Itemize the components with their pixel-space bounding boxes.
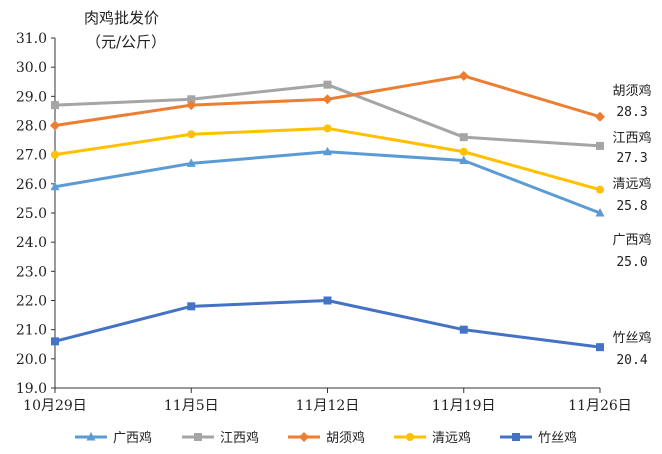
x-tick-label: 11月19日 xyxy=(432,398,496,414)
data-point xyxy=(50,120,60,131)
end-label-name: 广西鸡 xyxy=(612,232,651,248)
data-point xyxy=(459,155,469,164)
y-tick-label: 31.0 xyxy=(16,31,47,47)
end-labels: 广西鸡 25.0 江西鸡 27.3 胡须鸡 28.3 清远鸡 25.8 竹丝鸡 20.4 xyxy=(612,83,651,368)
y-axis-title-line1: 肉鸡批发价 xyxy=(84,9,159,27)
end-label-value: 20.4 xyxy=(616,353,647,368)
legend-label: 江西鸡 xyxy=(220,430,259,446)
series-胡须鸡 xyxy=(50,70,605,131)
legend-item: 胡须鸡 xyxy=(288,430,365,446)
data-point xyxy=(595,111,605,122)
end-label-name: 胡须鸡 xyxy=(612,83,651,99)
end-label-value: 27.3 xyxy=(616,151,647,166)
x-tick-label: 11月5日 xyxy=(164,398,219,414)
x-tick-label: 11月12日 xyxy=(296,398,360,414)
y-tick-label: 26.0 xyxy=(16,177,47,193)
data-point xyxy=(596,185,604,194)
end-label-value: 25.0 xyxy=(616,255,647,270)
legend: 广西鸡 江西鸡 胡须鸡 清远鸡 竹丝鸡 xyxy=(75,430,577,446)
data-point xyxy=(51,337,59,346)
legend-label: 竹丝鸡 xyxy=(538,430,577,446)
series-清远鸡 xyxy=(51,124,604,194)
series-广西鸡 xyxy=(50,146,605,217)
series-line xyxy=(54,150,601,215)
y-tick-label: 25.0 xyxy=(16,206,47,222)
legend-item: 江西鸡 xyxy=(182,430,259,446)
series-layer xyxy=(50,70,605,352)
y-tick-label: 28.0 xyxy=(16,119,47,135)
data-point xyxy=(186,100,197,111)
data-point xyxy=(187,130,196,139)
data-point xyxy=(323,296,332,305)
series-竹丝鸡 xyxy=(51,296,604,352)
data-point xyxy=(50,181,60,191)
end-label-value: 28.3 xyxy=(616,105,647,120)
data-point xyxy=(187,95,196,104)
series-line xyxy=(54,299,601,349)
data-point xyxy=(512,433,520,441)
end-label-value: 25.8 xyxy=(616,199,647,214)
y-tick-label: 20.0 xyxy=(16,352,47,368)
data-point xyxy=(51,101,59,110)
x-tick-label: 11月26日 xyxy=(568,398,632,414)
data-point xyxy=(322,94,333,105)
data-point xyxy=(86,432,96,441)
series-江西鸡 xyxy=(51,80,604,150)
y-tick-label: 23.0 xyxy=(16,264,47,280)
y-tick-label: 19.0 xyxy=(16,381,47,397)
axes: 19.0 20.0 21.0 22.0 23.0 24.0 25.0 26.0 27.0 28.0… xyxy=(16,31,632,414)
y-tick-label: 29.0 xyxy=(16,89,47,105)
legend-item: 竹丝鸡 xyxy=(500,430,577,446)
x-tick-label: 10月29日 xyxy=(23,398,87,414)
y-tick-label: 21.0 xyxy=(16,323,47,339)
data-point xyxy=(323,146,332,156)
end-label-name: 江西鸡 xyxy=(612,130,651,146)
y-tick-label: 27.0 xyxy=(16,148,47,164)
y-axis-title: 肉鸡批发价 （元/公斤） xyxy=(84,9,166,51)
data-point xyxy=(186,158,196,167)
legend-item: 清远鸡 xyxy=(394,430,471,446)
data-point xyxy=(323,80,332,89)
data-point xyxy=(299,432,309,442)
end-label-name: 竹丝鸡 xyxy=(612,330,651,346)
end-label-name: 清远鸡 xyxy=(612,176,651,192)
data-point xyxy=(458,70,469,81)
data-point xyxy=(595,208,605,217)
data-point xyxy=(187,302,196,311)
legend-label: 广西鸡 xyxy=(113,430,152,446)
data-point xyxy=(596,343,604,352)
data-point xyxy=(323,124,332,133)
data-point xyxy=(459,325,468,334)
data-point xyxy=(406,433,414,441)
y-axis-title-line2: （元/公斤） xyxy=(86,33,166,51)
data-point xyxy=(459,147,468,156)
data-point xyxy=(596,141,604,150)
legend-label: 清远鸡 xyxy=(432,430,471,446)
y-tick-label: 30.0 xyxy=(16,60,47,76)
data-point xyxy=(194,433,202,441)
data-point xyxy=(459,133,468,142)
y-tick-label: 22.0 xyxy=(16,294,47,310)
series-line xyxy=(54,83,601,148)
legend-item: 广西鸡 xyxy=(75,430,152,446)
y-tick-label: 24.0 xyxy=(16,235,47,251)
data-point xyxy=(51,150,59,159)
legend-label: 胡须鸡 xyxy=(326,430,365,446)
